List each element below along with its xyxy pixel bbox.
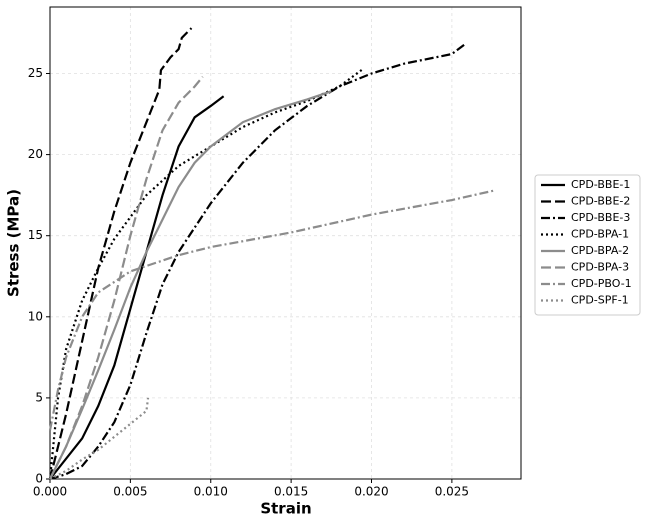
y-tick-label: 25 <box>28 66 43 80</box>
series-line <box>49 76 204 480</box>
series-line <box>48 27 193 480</box>
y-tick-label: 5 <box>35 390 43 404</box>
x-axis-label: Strain <box>260 500 311 518</box>
plot-frame <box>49 6 522 480</box>
legend-label: CPD-BBE-2 <box>571 195 630 208</box>
x-tick-label: 0.015 <box>274 485 308 499</box>
y-tick-label: 15 <box>28 228 43 242</box>
y-tick-label: 20 <box>28 147 43 161</box>
y-axis-label: Stress (MPa) <box>5 189 23 297</box>
legend-label: CPD-BPA-3 <box>571 261 629 274</box>
series-line <box>48 189 496 431</box>
x-tick-label: 0.025 <box>435 485 469 499</box>
series-line <box>49 397 150 480</box>
x-tick-label: 0.010 <box>194 485 228 499</box>
y-tick-label: 0 <box>35 472 43 486</box>
y-tick-label: 10 <box>28 309 43 323</box>
x-tick-label: 0.005 <box>113 485 147 499</box>
series-line <box>49 90 332 480</box>
series-line <box>49 43 466 481</box>
x-tick-label: 0.000 <box>33 485 67 499</box>
legend-label: CPD-BBE-1 <box>571 178 630 191</box>
legend-label: CPD-SPF-1 <box>571 294 629 307</box>
legend-label: CPD-PBO-1 <box>571 277 632 290</box>
legend-label: CPD-BPA-2 <box>571 244 629 257</box>
x-tick-label: 0.020 <box>354 485 388 499</box>
legend-box <box>534 174 641 316</box>
legend-label: CPD-BBE-3 <box>571 211 630 224</box>
legend-label: CPD-BPA-1 <box>571 228 629 241</box>
